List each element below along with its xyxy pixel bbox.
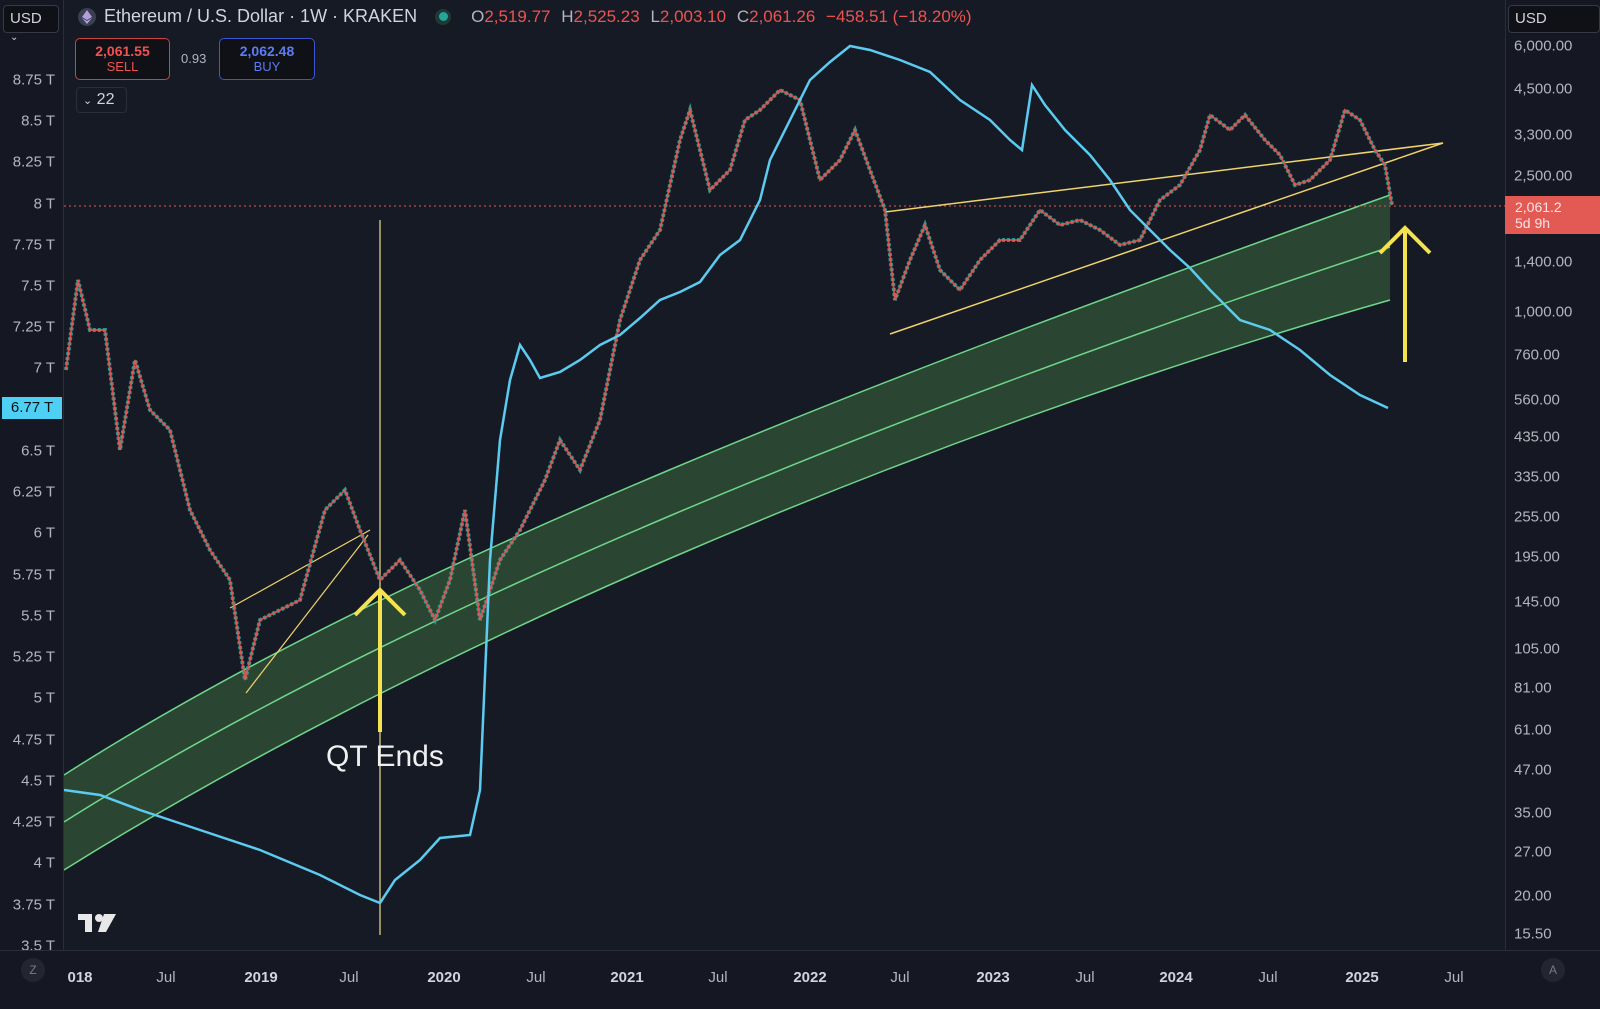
candle-countdown: 5d 9h bbox=[1515, 215, 1551, 231]
low-value: 2,003.10 bbox=[659, 6, 727, 26]
right-axis-tick: 15.50 bbox=[1514, 925, 1552, 943]
right-axis-tick: 1,400.00 bbox=[1514, 253, 1573, 271]
left-axis-tick: 4.25 T bbox=[12, 813, 55, 831]
left-axis-tick: 8.75 T bbox=[12, 71, 55, 89]
sell-price: 2,061.55 bbox=[95, 43, 150, 59]
chart-svg bbox=[64, 44, 1535, 935]
time-axis-tick: Jul bbox=[156, 969, 176, 986]
left-axis-tick: 7.25 T bbox=[12, 318, 55, 336]
left-axis-tick: 6.5 T bbox=[21, 442, 55, 460]
open-value: 2,519.77 bbox=[484, 6, 551, 26]
right-axis-tick: 61.00 bbox=[1514, 721, 1552, 739]
time-axis-tick: Jul bbox=[1075, 969, 1095, 986]
chart-plot-area[interactable] bbox=[64, 0, 1535, 950]
time-axis-tick: 2021 bbox=[610, 969, 644, 986]
right-axis-tick: 2,500.00 bbox=[1514, 167, 1573, 185]
time-axis-tick: Jul bbox=[1444, 969, 1464, 986]
time-axis-tick: 018 bbox=[67, 969, 93, 986]
time-axis-tick: 2019 bbox=[244, 969, 278, 986]
left-axis-tick: 4.75 T bbox=[12, 731, 55, 749]
right-axis-tick: 81.00 bbox=[1514, 679, 1552, 697]
time-axis[interactable]: 018 Jul 2019 Jul 2020 Jul 2021 Jul 2022 … bbox=[0, 950, 1600, 1009]
symbol-legend[interactable]: Ethereum / U.S. Dollar · 1W · KRAKEN O2,… bbox=[78, 6, 978, 27]
zoom-reset-button[interactable]: Z bbox=[21, 958, 45, 982]
left-axis-tick: 7.5 T bbox=[21, 277, 55, 295]
left-axis-tick: 8.5 T bbox=[21, 112, 55, 130]
time-axis-tick: 2022 bbox=[793, 969, 827, 986]
close-value: 2,061.26 bbox=[749, 6, 816, 26]
chevron-down-icon: ⌄ bbox=[83, 95, 93, 107]
left-axis-tick: 4.5 T bbox=[21, 772, 55, 790]
buy-label: BUY bbox=[253, 59, 281, 74]
left-axis-tick: 8.25 T bbox=[12, 153, 55, 171]
right-axis-tick: 4,500.00 bbox=[1514, 80, 1573, 98]
left-axis-tick: 5.25 T bbox=[12, 648, 55, 666]
spread-value: 0.93 bbox=[181, 51, 207, 66]
sell-label: SELL bbox=[106, 59, 139, 74]
chevron-down-icon: ⌄ bbox=[10, 32, 19, 43]
left-axis-tick: 3.75 T bbox=[12, 896, 55, 914]
right-axis-tick: 35.00 bbox=[1514, 804, 1552, 822]
right-axis-tick: 6,000.00 bbox=[1514, 37, 1573, 55]
right-axis-tick: 195.00 bbox=[1514, 548, 1560, 566]
left-price-axis[interactable]: 8.75 T 8.5 T 8.25 T 8 T 7.75 T 7.5 T 7.2… bbox=[0, 0, 64, 955]
auto-scale-button[interactable]: A bbox=[1541, 958, 1565, 982]
right-axis-tick: 335.00 bbox=[1514, 468, 1560, 486]
left-axis-tick: 4 T bbox=[33, 854, 55, 872]
time-axis-tick: 2024 bbox=[1159, 969, 1193, 986]
right-axis-tick: 145.00 bbox=[1514, 593, 1560, 611]
right-axis-tick: 760.00 bbox=[1514, 346, 1560, 364]
right-axis-tick: 1,000.00 bbox=[1514, 303, 1573, 321]
right-axis-tick: 20.00 bbox=[1514, 887, 1552, 905]
buy-price: 2,062.48 bbox=[239, 43, 295, 59]
right-price-axis[interactable]: 6,000.00 4,500.00 3,300.00 2,500.00 1,40… bbox=[1505, 0, 1600, 950]
symbol-title: Ethereum / U.S. Dollar · 1W · KRAKEN bbox=[104, 6, 418, 26]
left-axis-tick: 8 T bbox=[33, 195, 55, 213]
left-axis-tick: 5.5 T bbox=[21, 607, 55, 625]
qt-ends-annotation: QT Ends bbox=[326, 740, 444, 773]
left-axis-tick: 5 T bbox=[33, 689, 55, 707]
left-axis-tick: 7.75 T bbox=[12, 236, 55, 254]
current-price-value: 2,061.2 bbox=[1515, 199, 1562, 215]
ohlc-values: O2,519.77 H2,525.23 L2,003.10 C2,061.26 … bbox=[471, 6, 972, 26]
sell-button[interactable]: 2,061.55 SELL bbox=[75, 38, 170, 80]
time-axis-tick: 2023 bbox=[976, 969, 1010, 986]
current-price-badge: 2,061.2 5d 9h bbox=[1505, 196, 1600, 234]
ethereum-icon bbox=[78, 7, 96, 26]
time-axis-tick: Jul bbox=[526, 969, 546, 986]
left-current-value-badge: 6.77 T bbox=[2, 397, 62, 419]
right-axis-tick: 435.00 bbox=[1514, 428, 1560, 446]
time-axis-tick: Jul bbox=[1258, 969, 1278, 986]
right-axis-tick: 47.00 bbox=[1514, 761, 1552, 779]
left-axis-tick: 7 T bbox=[33, 359, 55, 377]
left-currency-dropdown[interactable]: USD ⌄ bbox=[3, 5, 59, 43]
buy-button[interactable]: 2,062.48 BUY bbox=[219, 38, 315, 80]
left-axis-tick: 6.25 T bbox=[12, 483, 55, 501]
right-axis-tick: 27.00 bbox=[1514, 843, 1552, 861]
time-axis-tick: Jul bbox=[708, 969, 728, 986]
right-currency-dropdown[interactable]: USD bbox=[1508, 5, 1600, 33]
time-axis-tick: Jul bbox=[339, 969, 359, 986]
tradingview-logo-icon[interactable] bbox=[78, 912, 118, 939]
left-axis-tick: 5.75 T bbox=[12, 566, 55, 584]
indicators-toggle-button[interactable]: ⌄ 22 bbox=[76, 87, 127, 113]
change-value: −458.51 (−18.20%) bbox=[826, 6, 972, 26]
market-status-icon[interactable] bbox=[435, 8, 452, 25]
right-axis-tick: 255.00 bbox=[1514, 508, 1560, 526]
time-axis-tick: 2025 bbox=[1345, 969, 1379, 986]
left-axis-tick: 6 T bbox=[33, 524, 55, 542]
right-axis-tick: 3,300.00 bbox=[1514, 126, 1573, 144]
right-axis-tick: 105.00 bbox=[1514, 640, 1560, 658]
right-axis-tick: 560.00 bbox=[1514, 391, 1560, 409]
time-axis-tick: Jul bbox=[890, 969, 910, 986]
high-value: 2,525.23 bbox=[573, 6, 640, 26]
time-axis-tick: 2020 bbox=[427, 969, 461, 986]
